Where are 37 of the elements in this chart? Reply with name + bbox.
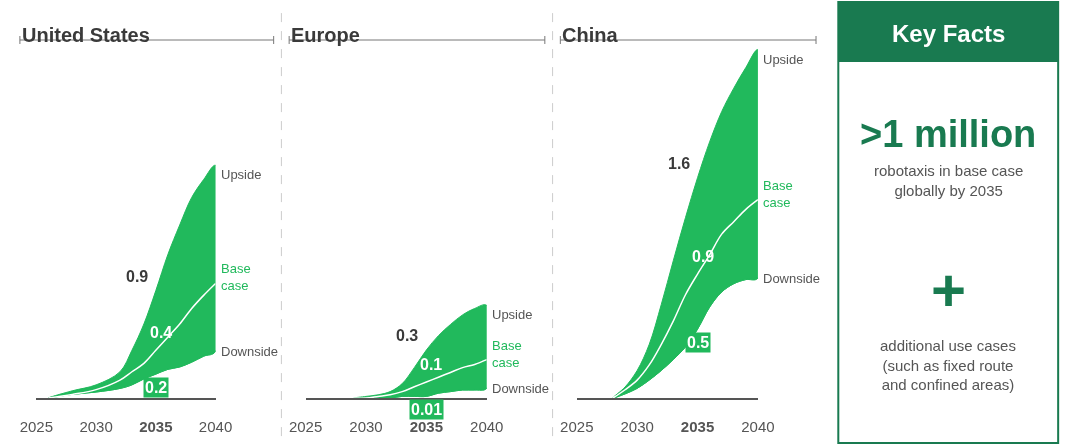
data-label: 0.4 — [150, 324, 173, 341]
x-tick-label: 2030 — [349, 417, 383, 435]
x-tick-label: 2040 — [741, 417, 775, 435]
chart-title: United States — [22, 24, 150, 46]
x-tick-label: 2040 — [198, 417, 233, 435]
text: + — [931, 257, 967, 324]
series-label: Downside — [763, 271, 821, 286]
x-tick-label: 2030 — [620, 417, 654, 435]
series-label: Base case — [221, 261, 251, 293]
text: robotaxis in base case globally by 2035 — [874, 162, 1024, 199]
x-tick-label: 2035 — [680, 417, 715, 435]
series-label: Upside — [492, 307, 533, 322]
data-label: 0.1 — [420, 356, 443, 373]
x-tick-label: 2040 — [470, 417, 504, 435]
data-label: 0.01 — [411, 401, 443, 418]
chart-title: Europe — [291, 24, 360, 46]
series-label: Base case — [763, 178, 793, 210]
x-tick-label: 2030 — [79, 417, 113, 435]
x-tick-label: 2025 — [288, 417, 323, 435]
text: >1 million — [860, 113, 1037, 155]
chart-title: China — [562, 24, 619, 46]
data-label: 0.2 — [145, 379, 168, 396]
data-label: 1.6 — [668, 155, 691, 172]
x-tick-label: 2025 — [19, 417, 54, 435]
series-label: Upside — [763, 52, 804, 67]
series-label: Base case — [492, 338, 522, 370]
x-tick-label: 2035 — [139, 417, 173, 435]
data-label: 0.3 — [396, 327, 419, 344]
x-tick-label: 2025 — [560, 417, 594, 435]
text: Key Facts — [892, 20, 1006, 47]
data-label: 0.5 — [687, 334, 710, 351]
data-label: 0.9 — [126, 268, 149, 285]
series-label: Downside — [492, 381, 550, 396]
x-tick-label: 2035 — [409, 417, 444, 435]
text: additional use cases (such as fixed route and confined areas) — [880, 337, 1016, 393]
series-label: Downside — [221, 344, 279, 359]
series-label: Upside — [221, 167, 262, 182]
